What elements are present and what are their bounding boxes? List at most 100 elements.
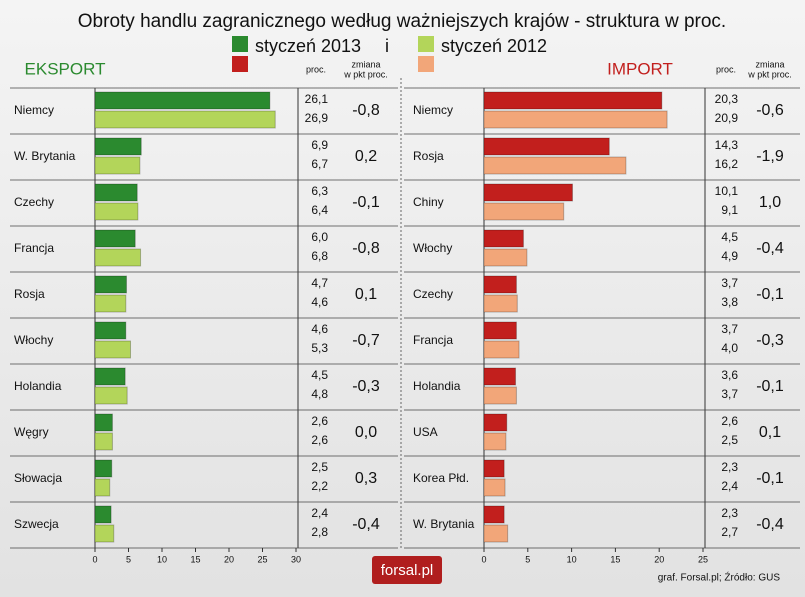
x-tick-label: 10 [567, 554, 577, 564]
change-label: -0,1 [756, 286, 784, 303]
bar [483, 294, 518, 313]
x-tick-label: 15 [610, 554, 620, 564]
value-label: 2,5 [311, 460, 328, 474]
bar [483, 183, 573, 202]
bar [94, 340, 132, 359]
bar [483, 202, 565, 221]
bar [94, 137, 142, 156]
change-label: -0,7 [352, 332, 380, 349]
panel-title: EKSPORT [25, 59, 106, 78]
bar [94, 413, 113, 432]
category-label: Francja [14, 241, 54, 255]
bar [94, 505, 112, 524]
x-tick-label: 25 [257, 554, 267, 564]
change-header: zmiana [755, 59, 784, 69]
value-label: 6,0 [311, 230, 328, 244]
category-label: Niemcy [14, 103, 54, 117]
change-label: -0,1 [352, 194, 380, 211]
bar [483, 248, 528, 267]
change-label: -0,8 [352, 240, 380, 257]
change-header: w pkt proc. [747, 69, 792, 79]
value-label: 2,4 [721, 479, 738, 493]
category-label: W. Brytania [14, 149, 76, 163]
value-label: 6,7 [311, 157, 328, 171]
value-label: 3,7 [721, 387, 738, 401]
change-label: -0,3 [756, 332, 784, 349]
change-label: 0,1 [355, 286, 377, 303]
bar [94, 478, 111, 497]
value-label: 2,2 [311, 479, 328, 493]
x-tick-label: 25 [698, 554, 708, 564]
change-label: -1,9 [756, 148, 784, 165]
value-label: 6,9 [311, 138, 328, 152]
value-label: 2,3 [721, 460, 738, 474]
value-header: proc. [716, 64, 736, 74]
footer: graf. Forsal.pl; Źródło: GUS [658, 571, 781, 584]
bar [94, 367, 126, 386]
bar [483, 275, 517, 294]
bar [483, 478, 506, 497]
bar [94, 524, 115, 543]
x-tick-label: 0 [481, 554, 486, 564]
value-label: 6,3 [311, 184, 328, 198]
change-label: 1,0 [759, 194, 781, 211]
category-label: Korea Płd. [413, 471, 469, 485]
value-label: 2,4 [311, 506, 328, 520]
logo: forsal.pl [381, 562, 434, 579]
bar [94, 294, 127, 313]
category-label: Chiny [413, 195, 444, 209]
value-label: 20,9 [715, 111, 739, 125]
bar [483, 156, 627, 175]
value-label: 26,1 [305, 92, 329, 106]
value-label: 10,1 [715, 184, 739, 198]
x-tick-label: 5 [525, 554, 530, 564]
value-label: 2,6 [721, 414, 738, 428]
change-label: -0,1 [756, 378, 784, 395]
value-label: 2,8 [311, 525, 328, 539]
bar [483, 413, 508, 432]
category-label: USA [413, 425, 438, 439]
category-label: Słowacja [14, 471, 62, 485]
bar [94, 275, 127, 294]
value-label: 4,9 [721, 249, 738, 263]
bar [483, 367, 517, 386]
change-label: -0,4 [352, 516, 380, 533]
bar [483, 505, 505, 524]
x-tick-label: 10 [157, 554, 167, 564]
bar [483, 137, 610, 156]
category-label: Czechy [413, 287, 453, 301]
value-label: 3,6 [721, 368, 738, 382]
change-label: 0,2 [355, 148, 377, 165]
legend-swatch [418, 56, 434, 72]
category-label: Niemcy [413, 103, 453, 117]
bar [94, 110, 276, 129]
x-tick-label: 0 [92, 554, 97, 564]
bar [483, 459, 505, 478]
value-label: 4,7 [311, 276, 328, 290]
value-label: 2,6 [311, 414, 328, 428]
category-label: Czechy [14, 195, 54, 209]
category-label: Rosja [413, 149, 444, 163]
category-label: W. Brytania [413, 517, 475, 531]
bar [483, 91, 663, 110]
bar [483, 229, 524, 248]
bar [94, 91, 271, 110]
category-label: Holandia [413, 379, 461, 393]
logo-box [372, 556, 442, 584]
legend-swatch [232, 36, 248, 52]
value-label: 2,3 [721, 506, 738, 520]
value-label: 5,3 [311, 341, 328, 355]
change-header: zmiana [351, 59, 380, 69]
category-label: Włochy [14, 333, 53, 347]
value-label: 16,2 [715, 157, 739, 171]
legend-label: styczeń 2012 [441, 36, 547, 56]
change-label: -0,4 [756, 516, 784, 533]
value-label: 6,8 [311, 249, 328, 263]
category-label: Szwecja [14, 517, 59, 531]
value-label: 2,6 [311, 433, 328, 447]
chart-title: Obroty handlu zagranicznego według ważni… [78, 11, 726, 32]
change-label: 0,0 [355, 424, 377, 441]
value-label: 9,1 [721, 203, 738, 217]
bar [483, 321, 517, 340]
